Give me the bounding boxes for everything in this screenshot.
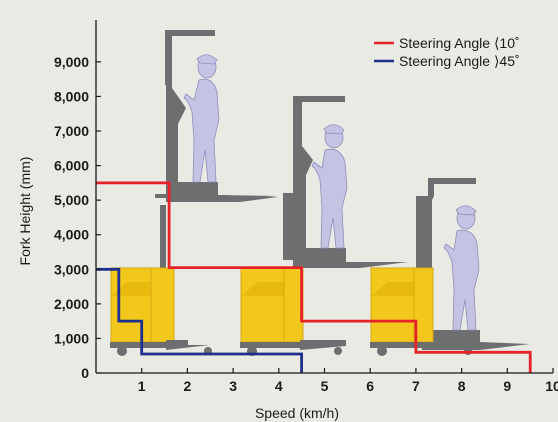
x-tick-label: 2 — [184, 378, 192, 394]
forklift-illustration-2 — [240, 96, 408, 356]
operator-figure-1 — [183, 54, 220, 183]
truck-upper-1 — [150, 267, 175, 343]
y-axis-title: Fork Height (mm) — [17, 157, 33, 266]
operator-figure-2 — [311, 124, 348, 249]
y-tick-label: 8,000 — [54, 88, 89, 104]
x-tick-label: 5 — [321, 378, 329, 394]
y-tick-label: 5,000 — [54, 192, 89, 208]
y-ticks: 0 1,000 2,000 3,000 4,000 5,000 6,000 7,000 8,00… — [54, 54, 101, 381]
y-tick-label: 3,000 — [54, 261, 89, 277]
series-line-red — [96, 181, 532, 373]
fork-1 — [172, 182, 278, 200]
x-axis-title: Speed (km/h) — [255, 405, 339, 421]
x-tick-label: 3 — [229, 378, 237, 394]
illustrations — [110, 30, 530, 356]
truck-cab-3 — [371, 282, 426, 296]
wheel-3a — [377, 346, 387, 356]
legend-label-red: Steering Angle ⟨10˚ — [399, 35, 520, 51]
truck-upper-2 — [283, 267, 304, 343]
series-layer — [96, 181, 532, 373]
y-tick-label: 9,000 — [54, 54, 89, 70]
fork-base-2 — [300, 340, 346, 350]
x-ticks: 1 2 3 4 5 6 7 8 9 10 — [138, 368, 558, 394]
wheel-1a — [117, 346, 127, 356]
chassis-1 — [110, 342, 180, 348]
x-tick-label: 7 — [412, 378, 420, 394]
truck-cab-2 — [241, 282, 296, 296]
y-tick-label: 2,000 — [54, 296, 89, 312]
axes: 0 1,000 2,000 3,000 4,000 5,000 6,000 7,000 8,00… — [54, 20, 558, 394]
mast-2 — [283, 96, 408, 268]
forklift-illustration-3 — [370, 178, 530, 356]
y-tick-label: 1,000 — [54, 330, 89, 346]
y-tick-label: 7,000 — [54, 123, 89, 139]
x-tick-label: 9 — [503, 378, 511, 394]
x-tick-label: 4 — [275, 378, 283, 394]
y-tick-label: 6,000 — [54, 158, 89, 174]
y-tick-label: 0 — [81, 365, 89, 381]
x-tick-label: 1 — [138, 378, 146, 394]
operator-figure-3 — [443, 205, 480, 331]
chassis-2 — [240, 342, 310, 348]
x-tick-label: 10 — [545, 378, 558, 394]
series-line-blue — [96, 267, 304, 373]
y-tick-label: 4,000 — [54, 227, 89, 243]
legend-label-blue: Steering Angle ⟩45˚ — [399, 53, 520, 69]
x-tick-label: 8 — [458, 378, 466, 394]
legend: Steering Angle ⟨10˚ Steering Angle ⟩45˚ — [374, 35, 520, 69]
chassis-3 — [370, 342, 440, 348]
x-tick-label: 6 — [366, 378, 374, 394]
truck-cab-1 — [111, 282, 163, 296]
fork-base-1 — [166, 340, 210, 350]
wheel-2b — [334, 347, 342, 355]
